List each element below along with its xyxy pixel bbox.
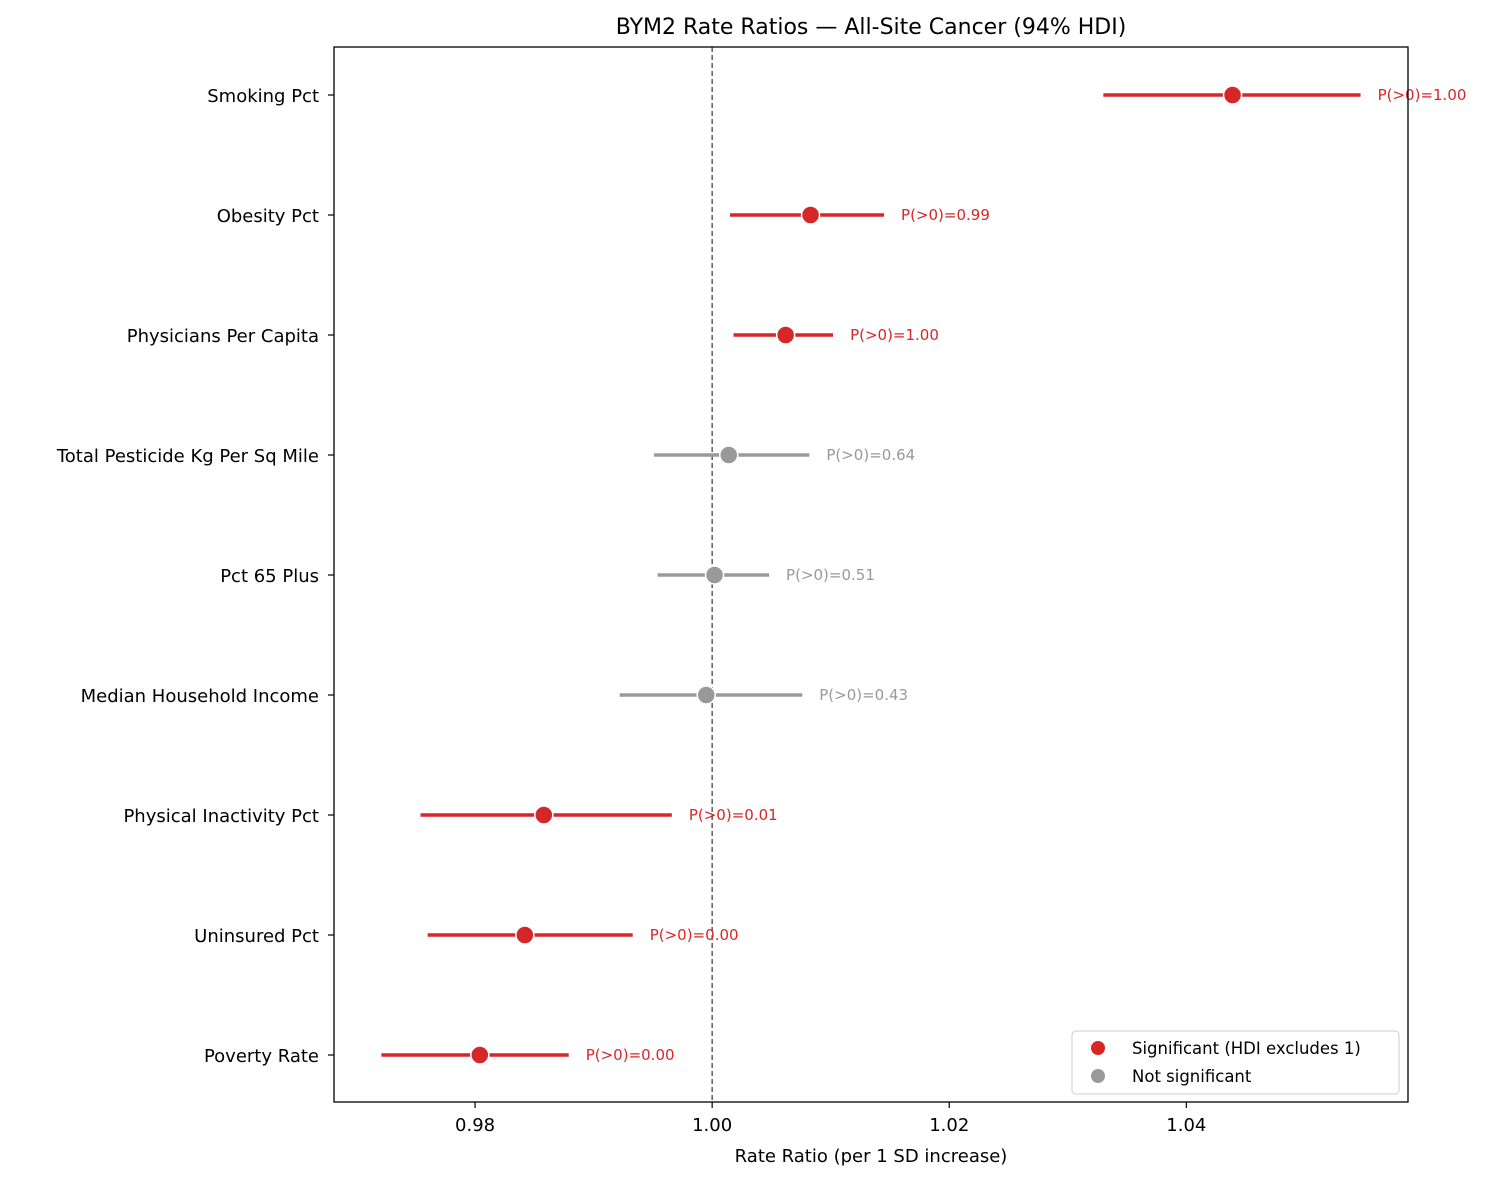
probability-annotation: P(>0)=0.99: [901, 206, 990, 224]
probability-annotation: P(>0)=0.01: [689, 806, 778, 824]
probability-annotation: P(>0)=1.00: [850, 326, 939, 344]
probability-annotation: P(>0)=1.00: [1378, 86, 1467, 104]
y-tick-label: Total Pesticide Kg Per Sq Mile: [56, 446, 319, 467]
rate-ratio-point: [696, 685, 716, 705]
y-tick-label: Pct 65 Plus: [220, 566, 319, 587]
y-tick-label: Physicians Per Capita: [127, 326, 319, 347]
y-tick-label: Uninsured Pct: [194, 926, 319, 947]
y-tick-label: Smoking Pct: [207, 86, 319, 107]
x-tick-label: 0.98: [455, 1115, 495, 1136]
chart-title: BYM2 Rate Ratios — All-Site Cancer (94% …: [616, 15, 1127, 40]
rate-ratio-point: [1222, 85, 1243, 105]
legend-marker: [1091, 1069, 1105, 1083]
y-tick-label: Physical Inactivity Pct: [123, 806, 319, 827]
rate-ratio-point: [775, 325, 796, 345]
x-tick-label: 1.04: [1166, 1115, 1206, 1136]
legend-label: Significant (HDI excludes 1): [1132, 1039, 1361, 1058]
y-tick-label: Poverty Rate: [204, 1046, 319, 1067]
probability-annotation: P(>0)=0.64: [826, 446, 915, 464]
rate-ratio-point: [534, 805, 554, 825]
x-axis-label: Rate Ratio (per 1 SD increase): [735, 1146, 1008, 1167]
probability-annotation: P(>0)=0.00: [586, 1046, 675, 1064]
probability-annotation: P(>0)=0.51: [786, 566, 875, 584]
probability-annotation: P(>0)=0.00: [650, 926, 739, 944]
legend-label: Not significant: [1132, 1067, 1252, 1086]
rate-ratio-point: [718, 445, 739, 465]
rate-ratio-point: [515, 925, 535, 945]
legend: [1071, 1030, 1400, 1095]
rate-ratio-point: [704, 565, 725, 585]
y-tick-label: Median Household Income: [81, 686, 319, 707]
plot-frame: [333, 46, 1409, 1103]
legend-marker: [1091, 1041, 1105, 1055]
rate-ratio-point: [470, 1045, 490, 1065]
probability-annotation: P(>0)=0.43: [819, 686, 908, 704]
rate-ratio-point: [800, 205, 821, 225]
y-tick-label: Obesity Pct: [217, 206, 319, 227]
x-tick-label: 1.02: [929, 1115, 969, 1136]
x-tick-label: 1.00: [692, 1115, 732, 1136]
